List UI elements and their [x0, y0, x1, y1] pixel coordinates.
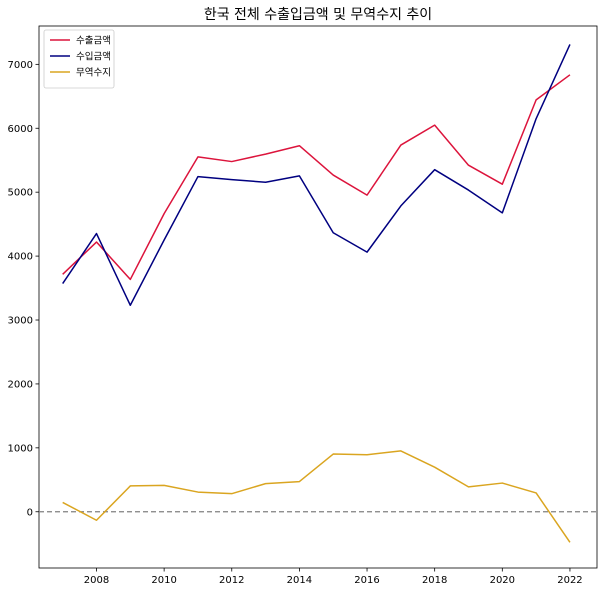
plot-area: 2008 2010 2012 2014 2016 2018 2020 2022 0 1000 20… — [8, 25, 598, 586]
y-tick-label: 4000 — [8, 252, 33, 263]
series-line-3 — [62, 450, 571, 543]
x-tick-label: 2012 — [219, 575, 244, 586]
x-axis: 2008 2010 2012 2014 2016 2018 2020 2022 — [84, 568, 583, 586]
y-tick-label: 6000 — [8, 124, 33, 135]
y-tick-label: 7000 — [8, 60, 33, 71]
x-tick-label: 2008 — [84, 575, 109, 586]
x-tick-label: 2020 — [490, 575, 515, 586]
x-tick-label: 2016 — [354, 575, 379, 586]
x-tick-label: 2014 — [287, 575, 312, 586]
y-tick-label: 3000 — [8, 316, 33, 327]
y-tick-label: 0 — [27, 507, 33, 518]
x-tick-label: 2018 — [422, 575, 447, 586]
x-tick-label: 2022 — [557, 575, 582, 586]
y-tick-label: 1000 — [8, 443, 33, 454]
legend-label: 수입금액 — [76, 51, 111, 63]
legend-box — [43, 29, 115, 89]
legend-label: 수출금액 — [76, 35, 111, 47]
series-line-2 — [62, 44, 571, 306]
legend-label: 무역수지 — [76, 68, 111, 79]
chart-title: 한국 전체 수출입금액 및 무역수지 추이 — [204, 7, 432, 23]
y-axis: 0 1000 2000 3000 4000 5000 6000 7000 — [8, 60, 39, 518]
series-line-1 — [62, 74, 571, 281]
series-lines — [62, 44, 571, 543]
plot-frame — [38, 25, 598, 569]
x-tick-label: 2010 — [151, 575, 176, 586]
y-tick-label: 5000 — [8, 188, 33, 199]
y-tick-label: 2000 — [8, 379, 33, 390]
